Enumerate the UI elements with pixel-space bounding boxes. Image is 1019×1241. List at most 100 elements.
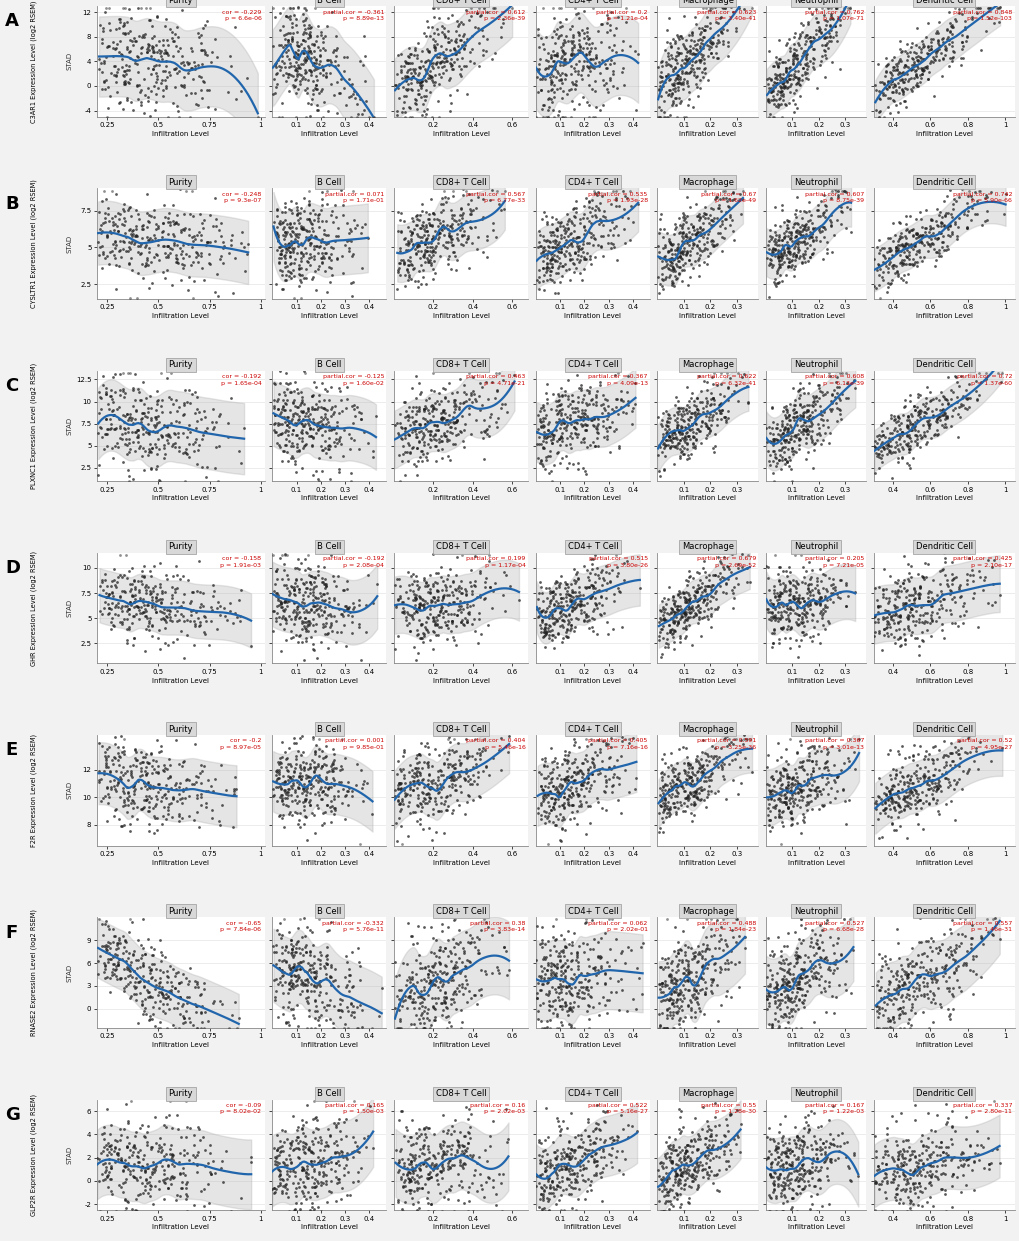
Point [796,918,812,938]
Point [654,783,671,803]
Point [690,1176,706,1196]
Point [802,928,818,948]
Point [547,218,564,238]
Point [664,422,681,442]
Point [161,238,177,258]
Point [952,55,968,74]
Point [689,972,705,992]
Point [459,1145,475,1165]
Point [655,743,672,763]
Point [595,1139,611,1159]
Point [950,580,966,599]
Point [570,244,586,264]
Point [776,418,793,438]
Point [812,401,828,421]
Point [541,941,557,961]
Point [793,915,809,934]
Point [899,1140,915,1160]
Point [135,419,151,439]
Point [688,1139,704,1159]
Point [909,405,925,424]
Point [133,227,150,247]
Point [802,575,818,594]
Point [907,244,923,264]
Point [291,204,308,223]
Point [653,416,669,436]
Point [816,41,833,61]
Point [714,31,731,51]
Point [529,988,545,1008]
Point [904,1174,920,1194]
Point [760,432,776,452]
Point [547,24,564,43]
Point [920,416,936,436]
Point [810,388,826,408]
Point [566,199,582,218]
Point [898,453,914,473]
Point [278,1155,294,1175]
Point [343,1143,360,1163]
Point [760,997,776,1016]
Point [560,758,577,778]
Point [798,800,814,820]
Point [787,988,803,1008]
Point [298,227,314,247]
Point [344,599,361,619]
Point [870,437,887,457]
Point [127,53,144,73]
Point [793,1164,809,1184]
Point [287,43,304,63]
Point [231,612,248,632]
Point [322,272,338,292]
Point [400,424,417,444]
Point [592,14,608,34]
Point [412,985,428,1005]
Point [713,400,730,419]
Point [692,45,708,65]
Point [807,0,823,20]
Point [696,581,712,601]
Point [599,406,615,426]
Point [137,747,153,767]
Point [584,911,600,931]
Point [494,14,511,34]
Point [771,778,788,798]
Point [147,1160,163,1180]
Point [537,1153,553,1173]
Point [455,225,472,244]
Point [772,1132,789,1152]
Point [279,24,296,43]
Point [540,1168,556,1188]
Point [274,1136,290,1155]
Point [776,974,793,994]
Point [673,1152,689,1172]
Point [559,1159,576,1179]
Point [668,240,685,259]
Point [419,1193,435,1212]
Point [96,962,112,982]
Point [570,568,586,588]
Point [545,99,561,119]
Point [692,50,708,69]
Point [823,242,840,262]
Point [316,248,332,268]
Point [547,45,564,65]
Point [689,771,705,791]
Point [444,958,461,978]
Point [120,599,137,619]
Point [268,199,284,218]
Point [425,241,441,261]
Point [278,222,294,242]
Point [794,227,810,247]
Point [139,608,155,628]
Point [678,243,694,263]
Point [760,92,776,112]
Point [812,1117,828,1137]
Point [180,447,197,467]
Point [552,597,569,617]
Point [288,558,305,578]
Point [198,236,214,256]
Point [187,418,204,438]
Point [183,385,200,405]
Point [536,751,552,771]
